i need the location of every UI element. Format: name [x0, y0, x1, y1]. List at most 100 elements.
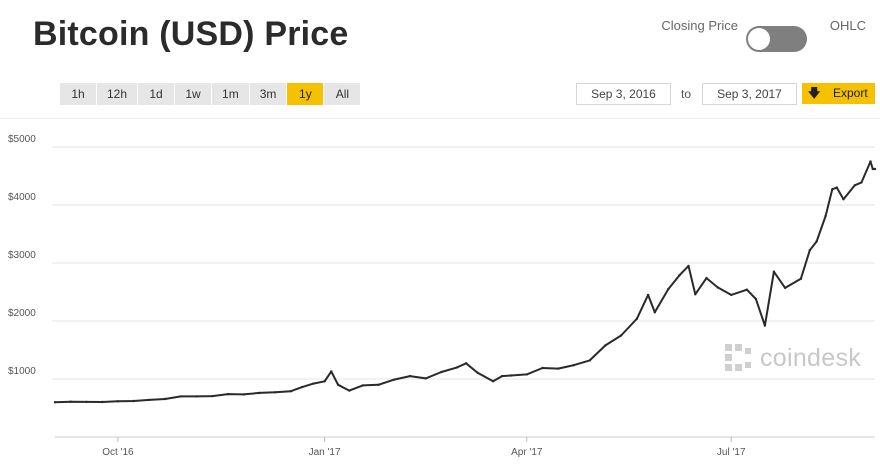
price-point	[815, 240, 818, 243]
y-tick-label: $5000	[8, 134, 36, 145]
price-point	[799, 277, 803, 280]
range-button-12h[interactable]: 12h	[97, 83, 138, 105]
range-button-1d[interactable]: 1d	[138, 83, 175, 105]
price-point	[572, 363, 576, 367]
price-point	[835, 186, 838, 189]
price-point	[440, 370, 443, 374]
price-point	[557, 367, 560, 370]
price-point	[500, 374, 504, 378]
range-button-All[interactable]: All	[324, 83, 361, 105]
download-arrow-icon: 🡇	[808, 86, 821, 100]
price-series-line-0	[54, 160, 875, 404]
price-point	[808, 249, 811, 252]
price-point	[408, 374, 412, 378]
price-point	[455, 366, 459, 369]
price-point	[258, 391, 261, 395]
date-range-to-label: to	[681, 87, 692, 101]
price-point	[69, 400, 72, 403]
price-point	[646, 293, 650, 297]
y-tick-label: $3000	[8, 250, 36, 261]
x-tick-label: Jul '17	[717, 447, 746, 458]
price-point	[274, 391, 277, 394]
price-point	[336, 383, 340, 386]
price-point	[211, 394, 214, 398]
price-point	[667, 287, 670, 291]
y-axis: $1000 $2000 $3000 $4000 $5000	[8, 134, 36, 377]
price-point	[619, 334, 623, 337]
price-point	[678, 274, 681, 277]
price-point	[179, 395, 182, 398]
price-point	[716, 286, 719, 289]
range-button-1w[interactable]: 1w	[175, 83, 212, 105]
price-point	[853, 184, 856, 187]
price-point	[242, 393, 245, 396]
price-point	[330, 370, 333, 373]
price-point	[476, 371, 479, 374]
price-point	[730, 293, 733, 297]
price-point	[705, 276, 708, 280]
range-button-1h[interactable]: 1h	[60, 83, 96, 105]
end-date-field[interactable]: Sep 3, 2017	[702, 83, 797, 105]
page-title: Bitcoin (USD) Price	[33, 15, 349, 53]
price-point	[116, 400, 120, 403]
price-point	[377, 383, 380, 386]
header-divider	[0, 118, 880, 119]
price-point	[635, 317, 639, 320]
price-point	[101, 400, 104, 404]
price-point	[824, 214, 827, 218]
price-point	[132, 399, 135, 403]
price-point	[842, 198, 845, 201]
price-point	[588, 359, 591, 362]
chart-series	[53, 160, 877, 404]
price-point	[491, 380, 495, 383]
price-point	[831, 188, 834, 191]
price-point	[694, 293, 697, 296]
price-point	[745, 288, 749, 291]
range-button-3m[interactable]: 3m	[249, 83, 287, 105]
range-button-1y[interactable]: 1y	[287, 83, 324, 105]
price-point	[763, 324, 767, 327]
price-point	[525, 373, 528, 376]
x-tick-label: Apr '17	[511, 447, 543, 458]
coindesk-watermark: coindesk	[724, 343, 861, 373]
price-point	[323, 380, 326, 383]
price-point	[300, 385, 304, 389]
price-point	[163, 397, 167, 401]
price-point	[348, 389, 351, 392]
ohlc-label: OHLC	[829, 18, 866, 33]
toggle-knob	[748, 28, 770, 50]
price-point	[871, 167, 874, 171]
chart-gridlines	[52, 146, 875, 380]
export-button[interactable]: 🡇 Export	[802, 83, 875, 104]
price-point	[148, 398, 151, 402]
export-button-label: Export	[833, 86, 868, 100]
price-point	[869, 160, 872, 163]
price-point	[772, 270, 776, 273]
price-point	[85, 400, 88, 404]
y-tick-label: $2000	[8, 308, 36, 319]
time-range-selector: 1h 12h 1d 1w 1m 3m 1y All	[60, 83, 361, 105]
price-point	[393, 378, 396, 381]
price-point	[509, 374, 513, 377]
start-date-field[interactable]: Sep 3, 2016	[576, 83, 671, 105]
price-point	[312, 382, 315, 385]
price-point	[754, 297, 758, 301]
price-point	[541, 366, 544, 370]
price-point	[604, 344, 607, 347]
price-point	[687, 264, 690, 268]
range-button-1m[interactable]: 1m	[212, 83, 249, 105]
closing-price-label: Closing Price	[661, 18, 738, 33]
price-mode-toggle[interactable]	[746, 26, 807, 52]
price-point	[860, 181, 863, 184]
price-point	[53, 401, 57, 404]
price-point	[289, 390, 293, 393]
x-tick-label: Oct '16	[102, 447, 134, 458]
price-point	[653, 311, 656, 314]
price-point	[361, 384, 364, 387]
price-point	[424, 377, 427, 380]
x-tick-label: Jan '17	[309, 447, 341, 458]
price-point	[464, 362, 468, 365]
y-tick-label: $1000	[8, 366, 36, 377]
coindesk-wordmark: coindesk	[760, 343, 862, 372]
